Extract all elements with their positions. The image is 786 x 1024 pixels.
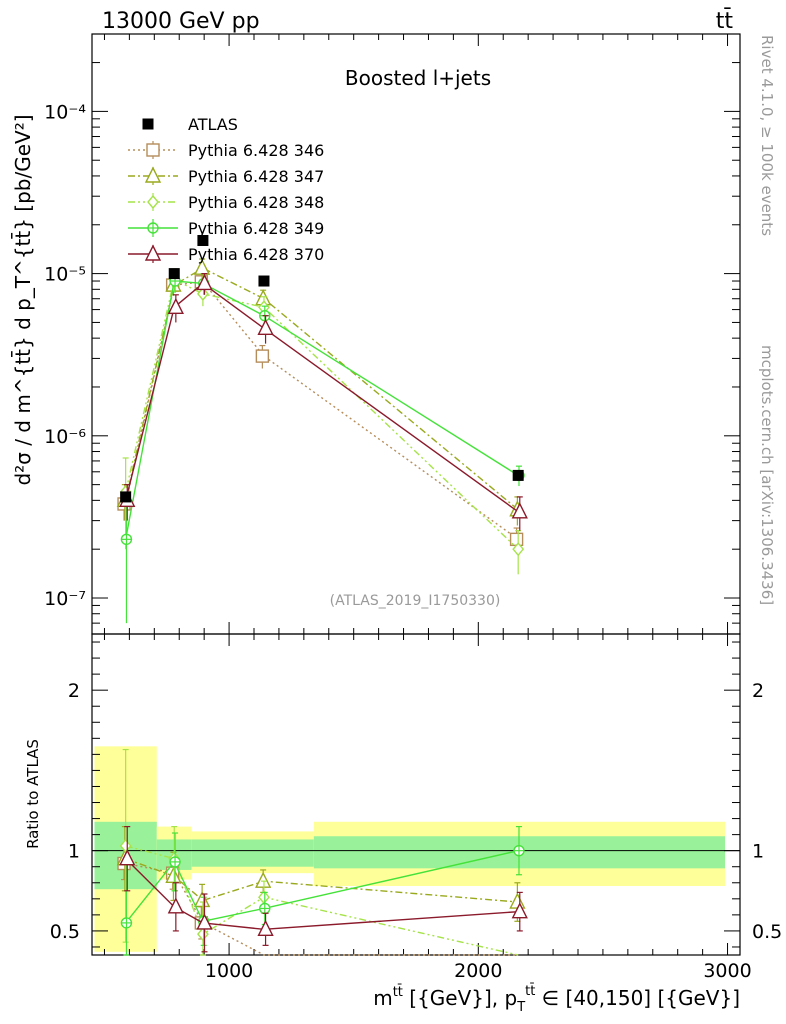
series-line-main-1 bbox=[124, 267, 519, 511]
legend-item-3: Pythia 6.428 349 bbox=[128, 219, 324, 238]
marker-ratio-3-1 bbox=[169, 856, 181, 868]
legend: ATLAS Pythia 6.428 346 Pythia 6.428 347 Pyt… bbox=[128, 115, 324, 264]
marker-ratio-4-2 bbox=[196, 913, 213, 930]
legend-label: Pythia 6.428 347 bbox=[188, 167, 324, 186]
analysis-tag: (ATLAS_2019_I1750330) bbox=[330, 593, 501, 609]
main-y-label: d²σ / d m^{tt̄} d p_T^{tt̄} [pb/GeV²] bbox=[10, 114, 35, 485]
marker-main-3-0 bbox=[120, 533, 133, 546]
legend-item-4: Pythia 6.428 370 bbox=[128, 244, 324, 264]
x-label-mid: [{GeV}], p bbox=[403, 986, 517, 1010]
y-tick-label: 10⁻⁷ bbox=[44, 588, 86, 610]
marker-ratio-3-4 bbox=[513, 844, 525, 857]
marker-ratio-4-0 bbox=[119, 849, 136, 866]
legend-label: Pythia 6.428 349 bbox=[188, 219, 324, 238]
chart-title: Boosted l+jets bbox=[345, 66, 491, 90]
legend-marker-3 bbox=[147, 222, 159, 234]
x-tick-label: 3000 bbox=[703, 960, 751, 982]
marker-ratio-1-4 bbox=[509, 892, 526, 909]
band-inner-2 bbox=[191, 839, 314, 867]
series-line-main-0 bbox=[124, 281, 519, 540]
x-label-sup1: tt̄ bbox=[393, 985, 403, 1000]
marker-ratio-3-0 bbox=[120, 917, 133, 929]
marker-ratio-2-0 bbox=[119, 838, 132, 853]
ratio-tick-label-right: 2 bbox=[752, 680, 764, 702]
legend-label: Pythia 6.428 346 bbox=[188, 141, 324, 160]
marker-ratio-2-3 bbox=[258, 890, 270, 905]
marker-main-4-1 bbox=[167, 297, 184, 314]
legend-marker-1 bbox=[144, 166, 162, 183]
legend-marker-0 bbox=[146, 143, 160, 157]
atlas-point-2 bbox=[197, 234, 209, 246]
legend-label: Pythia 6.428 348 bbox=[188, 193, 324, 212]
x-label-main: m bbox=[373, 986, 392, 1010]
marker-ratio-4-1 bbox=[167, 897, 184, 914]
atlas-point-4 bbox=[512, 469, 524, 481]
ratio-y-label: Ratio to ATLAS bbox=[24, 739, 42, 849]
marker-ratio-1-3 bbox=[255, 871, 272, 888]
marker-main-4-4 bbox=[511, 502, 528, 519]
x-label-sub: T bbox=[516, 1000, 525, 1015]
y-tick-label: 10⁻⁵ bbox=[44, 264, 86, 286]
ratio-uncertainty-bands bbox=[92, 746, 740, 952]
marker-main-2-2 bbox=[196, 286, 209, 301]
ratio-tick-label-right: 1 bbox=[752, 841, 764, 863]
y-tick-label: 10⁻⁴ bbox=[44, 101, 86, 123]
legend-item-1: Pythia 6.428 347 bbox=[128, 166, 324, 186]
y-tick-label: 10⁻⁶ bbox=[44, 426, 86, 448]
header-right: tt̄ bbox=[716, 8, 734, 34]
marker-main-2-4 bbox=[512, 542, 525, 557]
side-label-mcplots: mcplots.cern.ch [arXiv:1306.3436] bbox=[758, 345, 776, 605]
legend-marker-2 bbox=[147, 194, 159, 210]
header-left: 13000 GeV pp bbox=[102, 9, 260, 34]
x-tick-label: 1000 bbox=[205, 960, 253, 982]
ratio-panel-frame bbox=[91, 633, 741, 956]
series-line-main-3 bbox=[124, 280, 519, 540]
marker-main-4-2 bbox=[196, 273, 213, 291]
atlas-point-0 bbox=[120, 491, 132, 503]
x-tick-label: 2000 bbox=[454, 960, 502, 982]
series-layer bbox=[116, 234, 528, 956]
atlas-point-1 bbox=[168, 268, 180, 280]
ratio-tick-label-left: 1 bbox=[68, 841, 80, 863]
legend-label: ATLAS bbox=[188, 115, 238, 134]
marker-ratio-1-2 bbox=[193, 890, 211, 908]
side-label-rivet: Rivet 4.1.0, ≥ 100k events bbox=[758, 35, 776, 236]
marker-ratio-2-2 bbox=[196, 927, 209, 942]
legend-item-atlas: ATLAS bbox=[142, 115, 238, 134]
legend-item-0: Pythia 6.428 346 bbox=[128, 141, 324, 160]
marker-ratio-4-3 bbox=[257, 919, 274, 937]
ratio-tick-label-right: 0.5 bbox=[752, 921, 782, 943]
legend-marker-4 bbox=[144, 244, 162, 261]
legend-label: Pythia 6.428 370 bbox=[188, 245, 324, 264]
marker-main-0-3 bbox=[255, 349, 270, 363]
x-label-sup2: tt̄ bbox=[525, 984, 535, 999]
marker-ratio-4-4 bbox=[511, 902, 528, 919]
atlas-point-3 bbox=[258, 275, 270, 287]
legend-item-2: Pythia 6.428 348 bbox=[128, 193, 324, 212]
series-line-main-2 bbox=[124, 278, 519, 550]
x-axis-label: mtt̄ [{GeV}], pTtt̄ ∈ [40,150] [{GeV}] bbox=[373, 984, 740, 1015]
ratio-tick-label-left: 2 bbox=[68, 680, 80, 702]
x-label-tail: ∈ [40,150] [{GeV}] bbox=[535, 986, 740, 1010]
marker-main-4-3 bbox=[257, 318, 274, 336]
axes-ticks: 1000 2000 3000 10⁻⁷ 10⁻⁶ 10⁻⁵ 10⁻⁴ 0.5 0.5 1 1 2 2 bbox=[44, 34, 782, 982]
ratio-tick-label-left: 0.5 bbox=[50, 921, 80, 943]
marker-ratio-3-3 bbox=[259, 902, 271, 915]
series-line-ratio-1 bbox=[125, 858, 519, 903]
